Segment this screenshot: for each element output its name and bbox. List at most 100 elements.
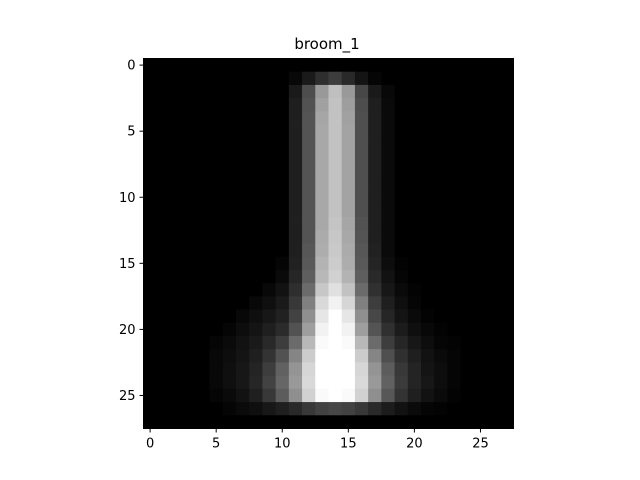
heatmap-cell <box>368 84 382 99</box>
heatmap-cell <box>196 256 210 271</box>
heatmap-cell <box>262 151 277 165</box>
heatmap-cell <box>302 58 316 73</box>
heatmap-cell <box>381 217 395 231</box>
heatmap-cell <box>407 375 422 390</box>
heatmap-cell <box>169 362 184 377</box>
heatmap-cell <box>222 124 237 139</box>
heatmap-cell <box>169 322 184 337</box>
heatmap-cell <box>275 336 290 350</box>
heatmap-cell <box>196 58 210 73</box>
heatmap-cell <box>500 230 514 244</box>
heatmap-cell <box>262 203 277 218</box>
heatmap-cell <box>460 415 475 429</box>
heatmap-cell <box>222 111 237 125</box>
heatmap-cell <box>183 309 197 324</box>
heatmap-cell <box>236 190 250 205</box>
heatmap-cell <box>460 230 475 244</box>
heatmap-cell <box>341 71 356 86</box>
heatmap-cell <box>421 296 435 310</box>
heatmap-cell <box>222 256 237 271</box>
heatmap-cell <box>434 256 448 271</box>
heatmap-cell <box>262 283 277 297</box>
heatmap-cell <box>434 137 448 152</box>
heatmap-cell <box>460 402 475 416</box>
heatmap-cell <box>500 164 514 178</box>
heatmap-cell <box>315 84 329 99</box>
heatmap-cell <box>143 283 158 297</box>
heatmap-cell <box>209 151 224 165</box>
heatmap-cell <box>487 230 501 244</box>
heatmap-cell <box>209 322 224 337</box>
heatmap-cell <box>315 98 329 112</box>
heatmap-cell <box>302 230 316 244</box>
heatmap-cell <box>473 98 488 112</box>
heatmap-cell <box>196 296 210 310</box>
heatmap-cell <box>434 349 448 363</box>
heatmap-cell <box>249 137 263 152</box>
y-tick-label: 10 <box>119 191 136 206</box>
heatmap-cell <box>394 84 409 99</box>
heatmap-cell <box>249 58 263 73</box>
heatmap-cell <box>354 137 369 152</box>
heatmap-cell <box>236 151 250 165</box>
heatmap-cell <box>302 137 316 152</box>
heatmap-cell <box>288 322 303 337</box>
heatmap-cell <box>421 256 435 271</box>
heatmap-cell <box>143 296 158 310</box>
heatmap-cell <box>302 243 316 258</box>
heatmap-cell <box>368 322 382 337</box>
heatmap-cell <box>249 349 263 363</box>
heatmap-cell <box>222 217 237 231</box>
heatmap-cell <box>394 98 409 112</box>
heatmap-cell <box>381 58 395 73</box>
heatmap-cell <box>421 137 435 152</box>
heatmap-cell <box>169 190 184 205</box>
heatmap-cell <box>156 256 171 271</box>
heatmap-cell <box>315 362 329 377</box>
heatmap-cell <box>302 362 316 377</box>
heatmap-cell <box>209 124 224 139</box>
heatmap-cell <box>275 84 290 99</box>
heatmap-cell <box>315 322 329 337</box>
heatmap-cell <box>156 71 171 86</box>
heatmap-cell <box>236 283 250 297</box>
heatmap-cell <box>368 217 382 231</box>
heatmap-cell <box>447 71 462 86</box>
heatmap-cell <box>434 322 448 337</box>
heatmap-cell <box>447 269 462 284</box>
heatmap-cell <box>236 336 250 350</box>
heatmap-cell <box>381 243 395 258</box>
heatmap-cell <box>143 164 158 178</box>
heatmap-cell <box>222 203 237 218</box>
y-tick-label: 0 <box>127 59 135 74</box>
heatmap-cell <box>421 243 435 258</box>
heatmap-cell <box>275 98 290 112</box>
heatmap-cell <box>354 388 369 403</box>
heatmap-cell <box>315 58 329 73</box>
heatmap-cell <box>302 71 316 86</box>
heatmap-cell <box>302 164 316 178</box>
heatmap-cell <box>156 283 171 297</box>
heatmap-cell <box>209 84 224 99</box>
heatmap-cell <box>315 217 329 231</box>
heatmap-cell <box>381 230 395 244</box>
heatmap-cell <box>354 151 369 165</box>
heatmap-cell <box>302 283 316 297</box>
heatmap-cell <box>500 124 514 139</box>
heatmap-cell <box>288 269 303 284</box>
heatmap-cell <box>328 402 343 416</box>
heatmap-cell <box>262 243 277 258</box>
heatmap-cell <box>381 269 395 284</box>
heatmap-cell <box>407 269 422 284</box>
heatmap-cell <box>407 177 422 192</box>
heatmap-cell <box>434 296 448 310</box>
heatmap-cell <box>421 269 435 284</box>
heatmap-cell <box>328 124 343 139</box>
heatmap-cell <box>156 203 171 218</box>
heatmap-cell <box>183 256 197 271</box>
heatmap-cell <box>169 375 184 390</box>
heatmap-cell <box>222 336 237 350</box>
heatmap-cell <box>381 71 395 86</box>
heatmap-cell <box>183 151 197 165</box>
heatmap-cell <box>473 362 488 377</box>
